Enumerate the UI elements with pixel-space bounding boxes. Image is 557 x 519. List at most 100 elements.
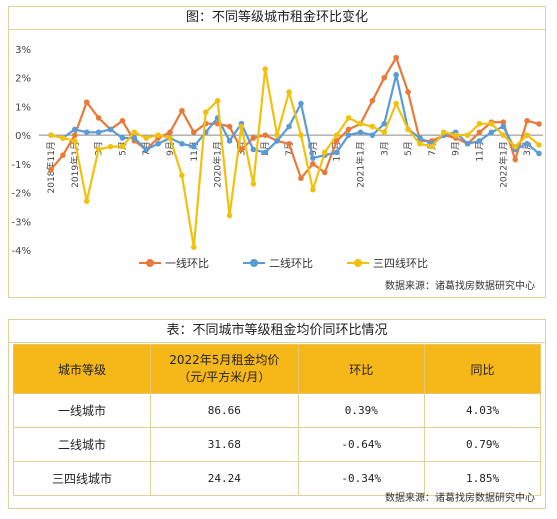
series-point-3	[357, 120, 364, 127]
series-point-1	[369, 97, 376, 104]
series-point-1	[524, 117, 530, 124]
series-point-3	[286, 89, 292, 95]
table-row: 三四线城市 24.24 -0.34% 1.85%	[12, 461, 541, 496]
series-point-3	[405, 126, 411, 133]
table-panel: 表：不同城市等级租金均价同环比情况 城市等级 2022年5月租金均价 （元/平方…	[8, 319, 546, 509]
cell-mom: -0.34%	[297, 461, 426, 496]
series-point-2	[191, 143, 197, 150]
series-point-3	[214, 97, 221, 104]
series-point-3	[298, 132, 304, 138]
series-point-1	[393, 54, 399, 61]
series-line-1	[50, 56, 540, 180]
series-point-1	[179, 107, 185, 114]
series-point-1	[262, 132, 269, 138]
series-point-3	[167, 135, 173, 141]
legend-label-tier2: 二线环比	[269, 257, 313, 270]
series-point-1	[238, 146, 245, 153]
series-point-3	[464, 132, 471, 138]
y-tick-label: 2%	[15, 74, 31, 85]
legend-swatch-tier2	[243, 258, 265, 268]
series-point-2	[226, 138, 233, 144]
series-point-3	[107, 143, 114, 150]
table-row: 一线城市 86.66 0.39% 4.03%	[12, 393, 541, 428]
x-tick-label: 11月	[474, 141, 485, 161]
y-tick-label: -1%	[12, 160, 31, 171]
chart-panel: 图：不同等级城市租金环比变化 3%2%1%0%-1%-2%-3%-4%2018年…	[8, 6, 546, 298]
series-point-1	[298, 175, 304, 182]
x-tick-label: 2021年1月	[354, 141, 366, 188]
series-point-3	[238, 123, 245, 130]
y-tick-label: 3%	[15, 45, 31, 56]
series-point-3	[417, 140, 423, 147]
series-point-2	[381, 120, 388, 127]
series-point-1	[512, 156, 518, 163]
series-point-2	[333, 149, 340, 156]
series-point-3	[131, 129, 138, 136]
series-point-2	[464, 140, 471, 147]
header-mom: 环比	[297, 344, 426, 394]
table-row: 二线城市 31.68 -0.64% 0.79%	[12, 427, 541, 462]
series-point-2	[357, 129, 364, 136]
series-point-2	[83, 129, 90, 136]
series-point-1	[286, 140, 292, 147]
series-point-1	[119, 117, 126, 124]
x-tick-label: 5月	[260, 141, 271, 156]
series-point-1	[191, 129, 197, 136]
series-point-1	[83, 99, 90, 105]
series-point-1	[333, 138, 340, 144]
series-point-3	[119, 143, 126, 150]
table-title: 表：不同城市等级租金均价同环比情况	[9, 320, 545, 343]
series-point-2	[393, 72, 399, 78]
series-point-3	[429, 143, 435, 150]
series-point-3	[381, 129, 388, 136]
series-point-3	[488, 120, 495, 127]
series-point-3	[155, 132, 161, 138]
series-point-2	[310, 155, 316, 161]
series-point-1	[405, 89, 411, 95]
series-point-3	[274, 132, 280, 138]
table-header-row: 城市等级 2022年5月租金均价 （元/平方米/月） 环比 同比	[12, 344, 541, 394]
legend-swatch-tier34	[347, 258, 369, 268]
series-point-1	[72, 132, 78, 138]
series-point-1	[167, 129, 173, 136]
series-point-3	[476, 120, 483, 127]
series-point-2	[119, 135, 126, 141]
line-chart: 3%2%1%0%-1%-2%-3%-4%2018年11月2019年1月3月5月7…	[12, 45, 543, 254]
series-point-3	[48, 132, 54, 138]
y-tick-label: -2%	[12, 189, 31, 200]
legend-label-tier34: 三四线环比	[373, 257, 428, 270]
chart-legend: 一线环比 二线环比 三四线环比	[139, 255, 428, 271]
rent-table: 城市等级 2022年5月租金均价 （元/平方米/月） 环比 同比 一线城市 86…	[12, 344, 541, 496]
series-point-3	[333, 132, 340, 138]
cell-level: 三四线城市	[12, 461, 152, 496]
series-point-3	[95, 146, 102, 153]
y-tick-label: 1%	[15, 102, 31, 113]
legend-item-tier34: 三四线环比	[347, 255, 428, 271]
series-point-3	[179, 172, 185, 179]
series-point-2	[488, 129, 495, 136]
series-point-3	[524, 132, 530, 138]
series-point-2	[286, 123, 292, 130]
series-point-2	[274, 138, 280, 144]
x-tick-label: 9月	[308, 141, 319, 156]
series-point-2	[369, 132, 376, 138]
x-tick-label: 9月	[165, 141, 176, 156]
series-point-3	[60, 135, 66, 141]
series-point-2	[262, 149, 269, 156]
series-point-3	[226, 212, 233, 219]
series-point-3	[310, 186, 316, 193]
series-point-2	[179, 140, 185, 147]
series-point-2	[95, 129, 102, 136]
cell-price: 86.66	[150, 393, 299, 428]
cell-level: 二线城市	[12, 427, 152, 462]
series-point-1	[536, 121, 542, 127]
header-yoy: 同比	[424, 344, 541, 394]
series-point-3	[345, 115, 352, 121]
series-point-3	[143, 135, 150, 141]
series-point-3	[72, 138, 78, 144]
legend-item-tier2: 二线环比	[243, 255, 313, 271]
cell-yoy: 1.85%	[424, 461, 541, 496]
y-tick-label: -4%	[12, 246, 31, 254]
series-point-3	[321, 149, 328, 156]
cell-yoy: 4.03%	[424, 393, 541, 428]
